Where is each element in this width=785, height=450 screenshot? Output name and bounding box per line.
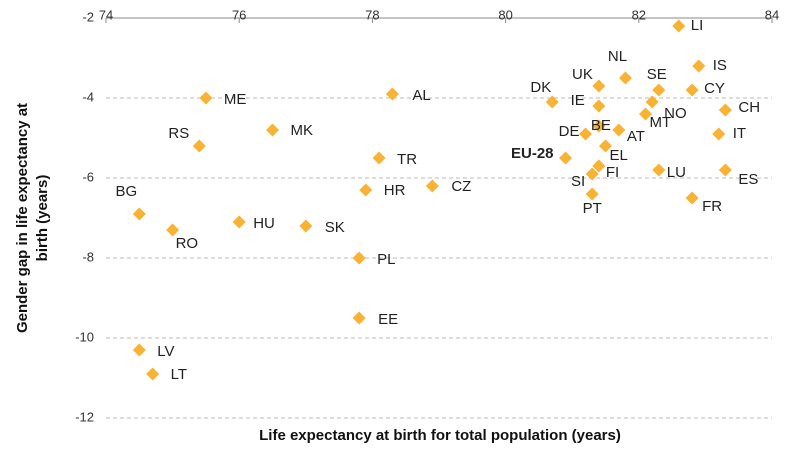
- point-label: AT: [627, 128, 645, 145]
- x-tick-label: 74: [99, 7, 113, 22]
- point-label: HU: [253, 215, 275, 232]
- point: [712, 127, 726, 141]
- point-label: IS: [713, 57, 727, 74]
- point: [652, 163, 666, 177]
- y-tick-label: -8: [82, 249, 94, 264]
- point-label: BE: [591, 117, 611, 134]
- point: [612, 123, 626, 137]
- point: [372, 151, 386, 165]
- y-tick-label: -12: [75, 409, 94, 424]
- point-label: FI: [606, 164, 619, 181]
- point-label: LT: [171, 366, 187, 383]
- y-axis-title: birth (years): [34, 175, 51, 262]
- point: [672, 19, 686, 33]
- point-label: NO: [664, 105, 687, 122]
- y-tick-label: -10: [75, 329, 94, 344]
- point: [545, 95, 559, 109]
- point-label: ES: [738, 171, 758, 188]
- point: [685, 83, 699, 97]
- point: [592, 99, 606, 113]
- point-label: PT: [583, 200, 602, 217]
- point: [166, 223, 180, 237]
- point: [585, 187, 599, 201]
- x-tick-label: 78: [365, 7, 379, 22]
- x-tick-label: 84: [765, 7, 779, 22]
- point-label: ME: [224, 91, 247, 108]
- point: [385, 87, 399, 101]
- y-axis-title: Gender gap in life expectancy at: [14, 103, 31, 333]
- point: [592, 159, 606, 173]
- point-label: LU: [667, 164, 686, 181]
- point-label: MT: [649, 114, 671, 131]
- point-label: NL: [608, 48, 627, 65]
- x-tick-label: 80: [498, 7, 512, 22]
- point-label: DK: [530, 79, 551, 96]
- point-label: CH: [738, 99, 760, 116]
- y-tick-label: -2: [82, 9, 94, 24]
- point: [718, 103, 732, 117]
- y-tick-label: -4: [82, 89, 94, 104]
- point: [425, 179, 439, 193]
- point-label: CY: [704, 80, 725, 97]
- point-label: EL: [610, 147, 628, 164]
- point: [132, 207, 146, 221]
- point: [232, 215, 246, 229]
- point-label: BG: [115, 183, 137, 200]
- point-label: SK: [325, 219, 345, 236]
- point: [359, 183, 373, 197]
- y-tick-label: -6: [82, 169, 94, 184]
- point-label: DE: [559, 123, 580, 140]
- x-tick-label: 76: [232, 7, 246, 22]
- point-label: TR: [397, 151, 417, 168]
- point: [199, 91, 213, 105]
- point: [352, 251, 366, 265]
- point-label: PL: [377, 251, 395, 268]
- point-label: MK: [291, 122, 314, 139]
- point: [132, 343, 146, 357]
- point: [592, 79, 606, 93]
- point: [599, 139, 612, 153]
- point-label: LI: [691, 17, 704, 34]
- point-label: FR: [702, 198, 722, 215]
- point: [585, 167, 599, 181]
- point-label: LV: [157, 343, 174, 360]
- point-label: IE: [571, 92, 585, 109]
- point-label: AL: [412, 87, 430, 104]
- point: [638, 107, 652, 121]
- point: [266, 123, 279, 137]
- point-label: RO: [176, 235, 199, 252]
- point-label: EE: [378, 311, 398, 328]
- point: [579, 127, 593, 141]
- point: [718, 163, 732, 177]
- point-label: EU-28: [511, 145, 554, 162]
- point: [685, 191, 699, 205]
- point-label: SI: [571, 173, 585, 190]
- point: [652, 83, 666, 97]
- point: [645, 95, 659, 109]
- x-axis-title: Life expectancy at birth for total popul…: [259, 427, 621, 444]
- point-label: UK: [572, 66, 593, 83]
- point: [692, 59, 706, 73]
- point: [559, 151, 573, 165]
- point: [192, 139, 206, 153]
- point-label: SE: [647, 66, 667, 83]
- point: [146, 367, 160, 381]
- point: [299, 219, 313, 233]
- point-label: IT: [733, 125, 746, 142]
- point-label: CZ: [451, 178, 471, 195]
- point: [352, 311, 366, 325]
- point-label: RS: [168, 125, 189, 142]
- x-tick-label: 82: [632, 7, 646, 22]
- point: [618, 71, 632, 85]
- point: [592, 119, 606, 133]
- point-label: HR: [384, 182, 406, 199]
